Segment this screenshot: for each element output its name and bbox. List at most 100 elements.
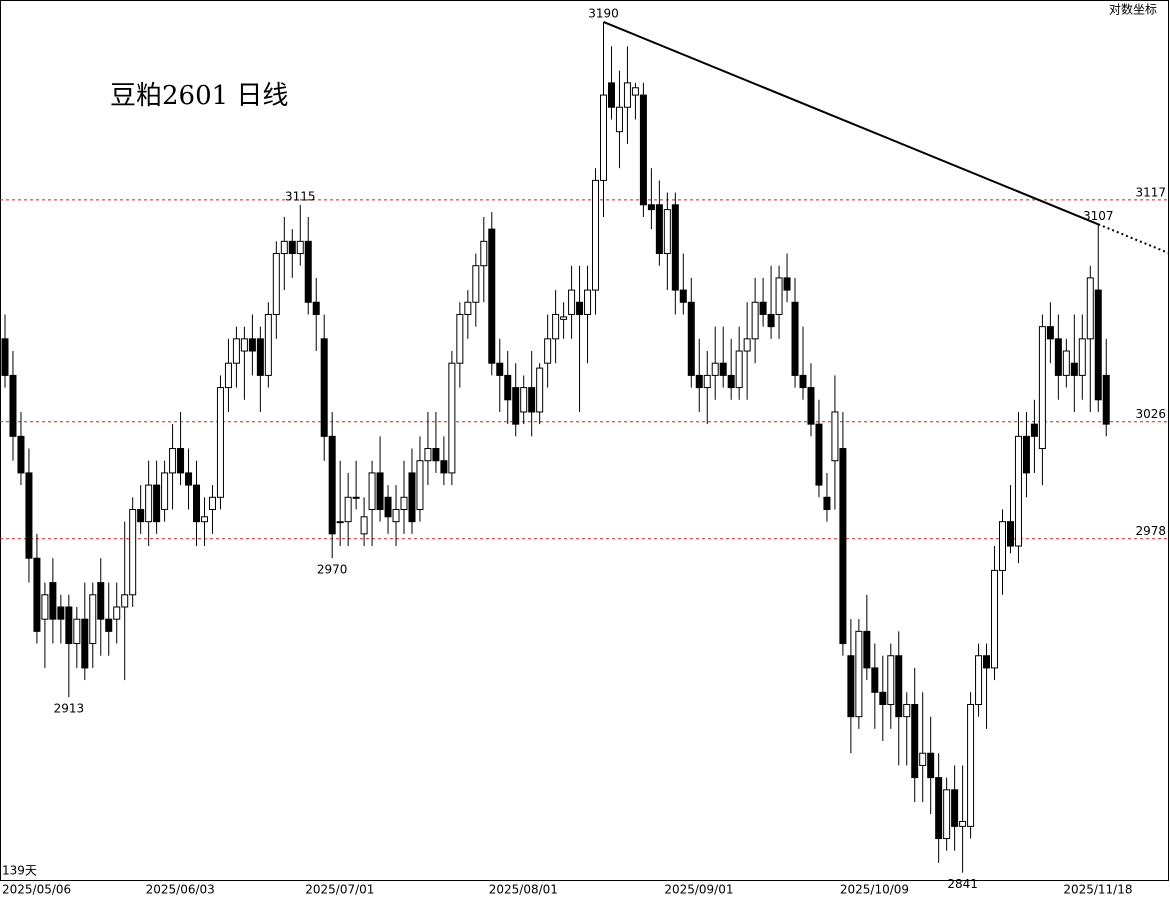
candle-body bbox=[727, 374, 735, 389]
candle-body bbox=[807, 387, 815, 425]
candle-body bbox=[671, 204, 679, 291]
x-tick-label: 2025/11/18 bbox=[1063, 883, 1132, 897]
candle-body bbox=[264, 313, 272, 376]
candle-body bbox=[488, 228, 496, 364]
candle-body bbox=[751, 301, 759, 340]
candle-body bbox=[999, 521, 1006, 571]
candle-body bbox=[623, 82, 631, 108]
candle-body bbox=[312, 301, 320, 315]
candle-body bbox=[895, 655, 903, 718]
candle-body bbox=[161, 472, 169, 510]
candle-body bbox=[647, 204, 655, 211]
candle-body bbox=[1086, 277, 1094, 340]
candle-body bbox=[911, 703, 919, 779]
candle-body bbox=[400, 496, 408, 510]
candle-body bbox=[464, 301, 472, 315]
x-tick-label: 2025/07/01 bbox=[305, 883, 374, 897]
candle-body bbox=[232, 338, 240, 364]
candle-body bbox=[328, 435, 336, 535]
candle-body bbox=[480, 240, 488, 267]
peak-label: 3115 bbox=[285, 189, 316, 203]
x-tick-label: 2025/10/09 bbox=[840, 883, 909, 897]
candle-body bbox=[607, 82, 615, 108]
trough-label: 2913 bbox=[54, 702, 85, 716]
x-tick-label: 2025/09/01 bbox=[664, 883, 733, 897]
candle-body bbox=[121, 594, 129, 608]
candle-body bbox=[799, 374, 807, 389]
candle-body bbox=[903, 703, 911, 718]
candle-body bbox=[1038, 326, 1046, 450]
candle-body bbox=[81, 618, 89, 669]
candle-body bbox=[536, 367, 544, 413]
level-label: 3026 bbox=[1135, 407, 1166, 421]
candle-body bbox=[392, 508, 400, 523]
candle-body bbox=[631, 87, 639, 96]
trough-label: 2841 bbox=[947, 877, 978, 891]
candle-body bbox=[592, 179, 600, 291]
candle-body bbox=[344, 496, 352, 523]
candle-body bbox=[256, 338, 264, 376]
x-tick-label: 2025/06/03 bbox=[146, 883, 215, 897]
candle-body bbox=[448, 362, 456, 474]
candle-body bbox=[951, 789, 959, 827]
candle-body bbox=[719, 362, 727, 376]
candle-body bbox=[25, 472, 33, 559]
candle-body bbox=[360, 516, 368, 535]
candle-body bbox=[520, 387, 528, 413]
candle-body bbox=[1054, 338, 1062, 376]
candle-body bbox=[1022, 435, 1030, 474]
chart-title: 豆粕2601 日线 bbox=[110, 81, 288, 111]
candle-body bbox=[863, 630, 871, 669]
candle-body bbox=[41, 594, 49, 620]
candle-body bbox=[432, 448, 440, 462]
candle-body bbox=[847, 655, 855, 718]
candle-body bbox=[49, 582, 57, 620]
candle-body bbox=[320, 338, 328, 437]
candle-body bbox=[97, 582, 105, 620]
candle-body bbox=[528, 387, 536, 413]
candle-body bbox=[113, 606, 121, 620]
candle-body bbox=[456, 313, 464, 364]
candle-body bbox=[384, 496, 392, 518]
candle-body bbox=[472, 265, 480, 303]
candle-body bbox=[584, 289, 592, 315]
candle-body bbox=[177, 448, 185, 474]
candle-body bbox=[193, 484, 201, 523]
candle-body bbox=[1078, 338, 1086, 376]
candle-body bbox=[1094, 289, 1102, 401]
candle-body bbox=[424, 448, 432, 462]
candle-body bbox=[304, 240, 312, 303]
candle-body bbox=[815, 423, 823, 486]
candle-body bbox=[687, 301, 695, 376]
candle-body bbox=[879, 691, 887, 705]
candle-body bbox=[376, 472, 384, 510]
candle-body bbox=[655, 204, 663, 255]
candle-body bbox=[240, 338, 248, 352]
candle-body bbox=[416, 460, 424, 510]
candle-body bbox=[169, 448, 177, 474]
level-label: 3117 bbox=[1135, 185, 1166, 199]
candle-body bbox=[959, 820, 967, 827]
candle-body bbox=[560, 316, 568, 320]
scale-note: 对数坐标 bbox=[1109, 2, 1157, 17]
candle-body bbox=[153, 484, 161, 523]
trend-line bbox=[603, 21, 1099, 226]
candle-body bbox=[759, 301, 767, 315]
candle-body bbox=[695, 374, 703, 389]
x-tick-label: 2025/08/01 bbox=[489, 883, 558, 897]
candle-body bbox=[512, 387, 520, 425]
candle-body bbox=[544, 338, 552, 364]
candle-body bbox=[9, 374, 17, 437]
candle-body bbox=[927, 752, 935, 779]
candle-body bbox=[440, 460, 448, 474]
candle-body bbox=[201, 516, 208, 523]
candle-body bbox=[57, 606, 65, 620]
peak-label: 3107 bbox=[1083, 209, 1114, 223]
candle-body bbox=[943, 789, 951, 840]
candle-body bbox=[272, 253, 280, 315]
count-note: 139天 bbox=[2, 864, 37, 878]
candle-body bbox=[775, 277, 783, 315]
candle-body bbox=[871, 667, 879, 693]
